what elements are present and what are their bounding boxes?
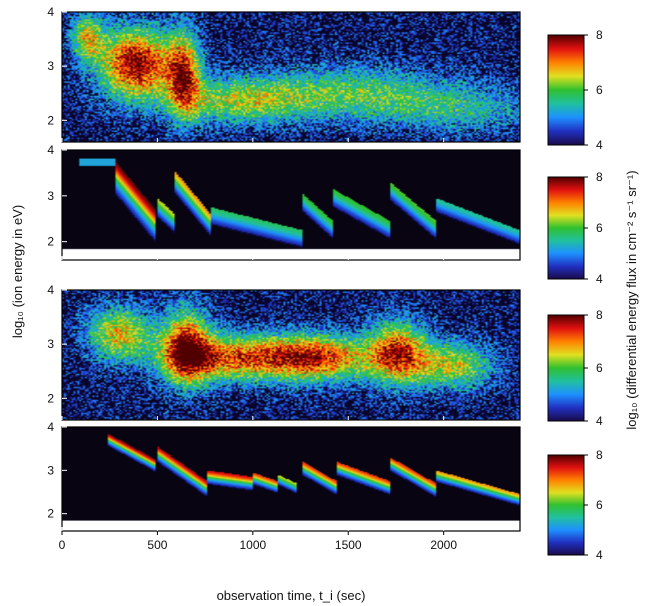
y-tick-label-p3-4: 4 xyxy=(47,283,54,297)
y-tick-label-p2-3: 3 xyxy=(47,189,54,203)
colorbar-tick-label-p4-8: 8 xyxy=(596,448,603,462)
spectrogram-p3 xyxy=(62,290,520,420)
y-tick-label-p1-4: 4 xyxy=(47,5,54,19)
x-tick-label-500: 500 xyxy=(147,538,167,552)
colorbar-tick-label-p2-4: 4 xyxy=(596,272,603,286)
panel-frame-p4 xyxy=(61,426,521,532)
x-axis-title: observation time, t_i (sec) xyxy=(217,588,366,603)
x-tick-label-0: 0 xyxy=(59,538,66,552)
colorbar-tick-label-p2-6: 6 xyxy=(596,221,603,235)
panel-p3: 2 3 4 4 6 8 xyxy=(47,283,603,428)
y-tick-label-p3-2: 2 xyxy=(47,391,54,405)
colorbar-tick-label-p1-4: 4 xyxy=(596,138,603,152)
colorbar-tick-label-p3-6: 6 xyxy=(596,361,603,375)
x-tick-label-1500: 1500 xyxy=(335,538,362,552)
colorbar-p3 xyxy=(547,314,585,422)
colorbar-tick-label-p3-8: 8 xyxy=(596,308,603,322)
panel-p1: 2 3 4 4 6 8 xyxy=(47,5,603,152)
x-axis: 0 500 1000 1500 2000 xyxy=(59,531,457,552)
y-tick-label-p4-2: 2 xyxy=(47,507,54,521)
y-tick-label-p1-2: 2 xyxy=(47,113,54,127)
colorbar-title: log₁₀ (differential energy flux in cm⁻² … xyxy=(624,170,639,429)
colorbar-tick-label-p2-8: 8 xyxy=(596,170,603,184)
panel-frame-p1 xyxy=(61,11,521,143)
panel-frame-p2 xyxy=(61,149,521,261)
colorbar-tick-label-p1-8: 8 xyxy=(596,28,603,42)
y-tick-label-p4-3: 3 xyxy=(47,463,54,477)
panels: 2 3 4 4 6 8 2 3 4 4 6 8 2 3 4 4 6 8 2 3 4 4 6 8 xyxy=(47,5,603,562)
colorbar-tick-label-p1-6: 6 xyxy=(596,83,603,97)
y-axis-title: log₁₀ (ion energy in eV) xyxy=(10,205,25,338)
x-tick-label-2000: 2000 xyxy=(430,538,457,552)
panel-frame-p3 xyxy=(61,289,521,421)
spectrogram-p2 xyxy=(62,150,520,260)
y-tick-label-p2-2: 2 xyxy=(47,235,54,249)
colorbar-tick-label-p3-4: 4 xyxy=(596,414,603,428)
colorbar-p1 xyxy=(547,34,585,146)
x-tick-label-1000: 1000 xyxy=(239,538,266,552)
panel-p2: 2 3 4 4 6 8 xyxy=(47,143,603,286)
y-tick-label-p2-4: 4 xyxy=(47,143,54,157)
spectrogram-p1 xyxy=(62,12,520,142)
colorbar-tick-label-p4-4: 4 xyxy=(596,548,603,562)
y-tick-label-p3-3: 3 xyxy=(47,337,54,351)
y-tick-label-p4-4: 4 xyxy=(47,420,54,434)
colorbar-p4 xyxy=(547,454,585,556)
spectrogram-p4 xyxy=(62,427,520,531)
panel-p4: 2 3 4 4 6 8 xyxy=(47,420,603,562)
colorbar-p2 xyxy=(547,176,585,280)
y-tick-label-p1-3: 3 xyxy=(47,59,54,73)
colorbar-tick-label-p4-6: 6 xyxy=(596,498,603,512)
